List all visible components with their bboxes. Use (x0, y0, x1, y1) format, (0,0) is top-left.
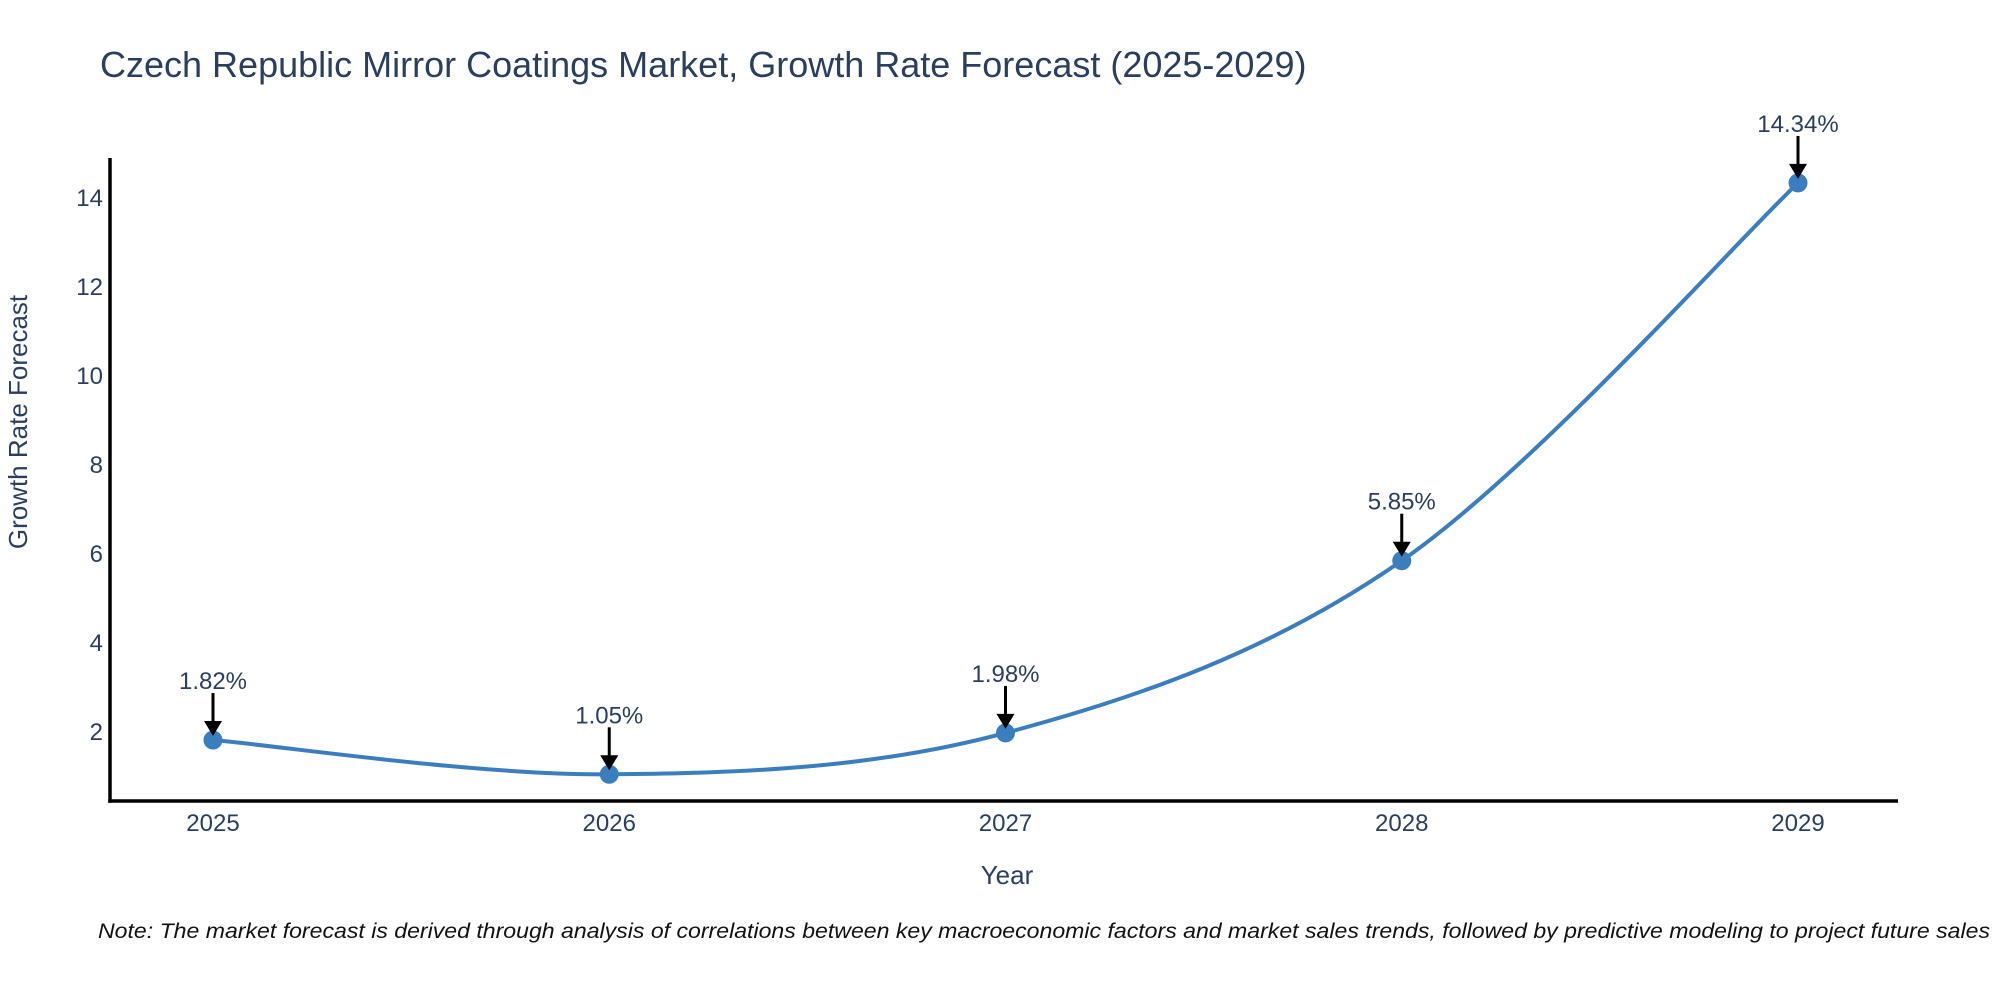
plot-area: 2 4 6 8 10 12 14 2025 2026 2027 2028 2029 1.82% 1.05%… (76, 111, 1838, 837)
data-point-marker (996, 723, 1015, 743)
annotation-arrowhead (600, 755, 619, 771)
point-label: 1.98% (971, 661, 1039, 688)
chart-title: Czech Republic Mirror Coatings Market, G… (100, 44, 1306, 85)
data-point-marker (1392, 551, 1412, 571)
y-tick-label: 6 (90, 541, 103, 568)
note-text: Note: The market forecast is derived thr… (98, 920, 1991, 943)
annotation-arrowhead (1789, 163, 1807, 179)
x-tick-label: 2025 (186, 810, 239, 837)
point-label: 1.82% (179, 668, 247, 695)
annotation-arrowhead (204, 721, 222, 737)
x-tick-label: 2027 (979, 810, 1032, 837)
data-point-marker (599, 764, 619, 784)
point-label: 1.05% (575, 702, 643, 729)
y-axis-title: Growth Rate Forecast (3, 294, 33, 549)
y-tick-label: 14 (76, 185, 103, 212)
data-point-marker (203, 730, 223, 750)
annotation-arrowhead (996, 713, 1015, 729)
annotation-arrowhead (1392, 541, 1411, 557)
y-tick-label: 4 (90, 630, 103, 657)
y-tick-label: 8 (90, 452, 103, 479)
x-tick-label: 2029 (1771, 810, 1824, 837)
x-axis-title: Year (981, 860, 1034, 890)
point-label: 5.85% (1368, 489, 1436, 516)
y-tick-label: 2 (90, 719, 103, 746)
y-tick-label: 10 (76, 363, 103, 390)
y-tick-label: 12 (76, 274, 103, 301)
x-tick-label: 2026 (583, 810, 636, 837)
series-line (211, 180, 1800, 777)
x-tick-label: 2028 (1375, 810, 1428, 837)
point-label: 14.34% (1757, 111, 1838, 138)
data-point-marker (1788, 173, 1808, 193)
